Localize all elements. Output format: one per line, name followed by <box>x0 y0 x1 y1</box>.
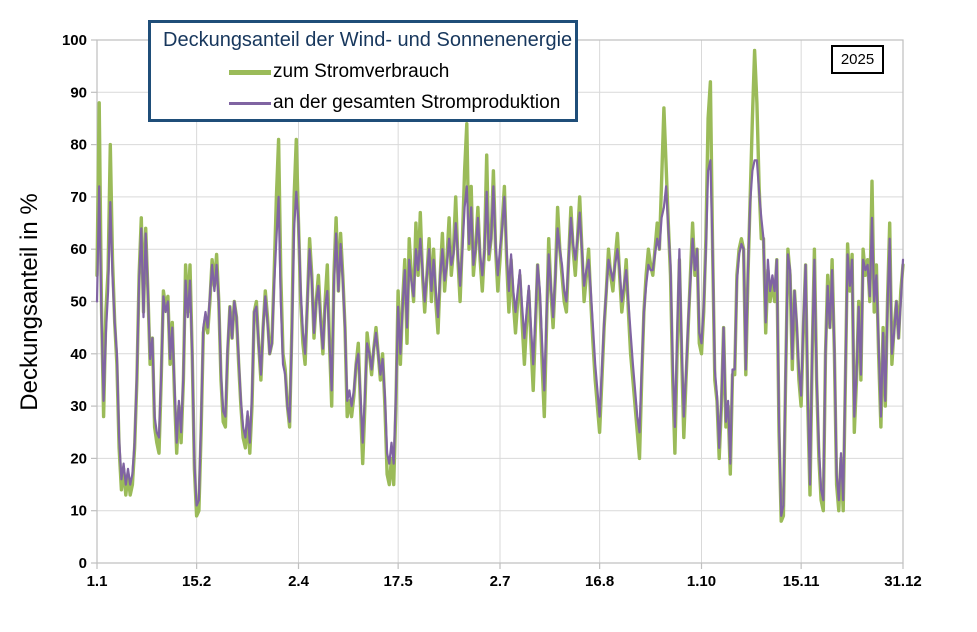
legend-title: Deckungsanteil der Wind- und Sonnenenerg… <box>163 29 573 51</box>
y-tick-label: 60 <box>70 241 87 258</box>
y-tick-label: 30 <box>70 398 87 415</box>
year-badge: 2025 <box>831 45 884 74</box>
legend-item-zum-stromverbrauch: zum Stromverbrauch <box>229 61 575 83</box>
y-tick-label: 80 <box>70 137 87 154</box>
y-tick-label: 10 <box>70 503 87 520</box>
y-tick-label: 100 <box>62 32 87 49</box>
x-tick-label: 31.12 <box>884 573 922 590</box>
x-tick-labels: 1.1 15.2 2.4 17.5 2.7 16.8 1.10 15.11 31.12 <box>87 573 922 590</box>
legend-item-label: zum Stromverbrauch <box>273 61 450 82</box>
legend-item-label: an der gesamten Stromproduktion <box>273 92 561 113</box>
x-tick-label: 17.5 <box>384 573 413 590</box>
x-tick-label: 15.11 <box>783 573 820 590</box>
y-tick-label: 40 <box>70 346 87 363</box>
x-tick-label: 1.10 <box>687 573 716 590</box>
x-tick-label: 2.7 <box>490 573 511 590</box>
legend-box: Deckungsanteil der Wind- und Sonnenenerg… <box>148 20 578 122</box>
x-tick-label: 15.2 <box>182 573 211 590</box>
legend-swatch-green-icon <box>229 69 271 75</box>
legend-item-an-der-gesamten-stromproduktion: an der gesamten Stromproduktion <box>229 92 575 114</box>
y-tick-label: 20 <box>70 450 87 467</box>
y-tick-label: 70 <box>70 189 87 206</box>
legend-swatch-purple-icon <box>229 101 271 105</box>
y-tick-labels: 0 10 20 30 40 50 60 70 80 90 100 <box>62 32 87 572</box>
y-axis-title: Deckungsanteil in % <box>16 193 43 411</box>
y-tick-label: 0 <box>79 555 87 572</box>
x-tick-label: 16.8 <box>585 573 614 590</box>
y-tick-label: 90 <box>70 84 87 101</box>
x-tick-label: 1.1 <box>87 573 108 590</box>
x-tick-label: 2.4 <box>288 573 310 590</box>
y-tick-label: 50 <box>70 294 87 311</box>
series-line-an-der-gesamten-stromproduktion <box>95 159 905 518</box>
